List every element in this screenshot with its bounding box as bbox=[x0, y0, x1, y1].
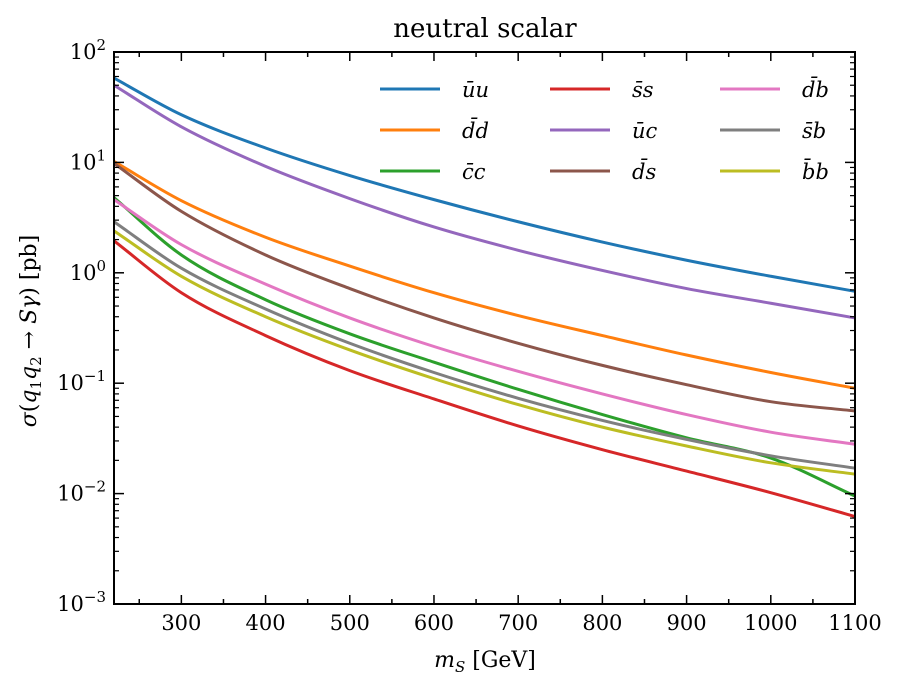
series-line-4 bbox=[113, 239, 856, 518]
legend-label-4: s̄s bbox=[632, 78, 654, 102]
series-line-1 bbox=[113, 76, 856, 293]
x-tick-label: 400 bbox=[246, 611, 286, 635]
x-tick-label: 800 bbox=[582, 611, 622, 635]
legend-label-9: b̄b bbox=[802, 158, 829, 184]
legend-label-8: s̄b bbox=[802, 119, 826, 143]
y-tick-label: 10−2 bbox=[57, 478, 106, 506]
y-tick-label: 101 bbox=[70, 146, 106, 174]
plot-area bbox=[114, 52, 855, 604]
y-tick-label: 10−1 bbox=[57, 367, 106, 395]
x-tick-label: 1100 bbox=[828, 611, 881, 635]
series-line-7 bbox=[113, 198, 856, 446]
x-tick-label: 600 bbox=[414, 611, 454, 635]
series-line-5 bbox=[113, 83, 856, 320]
x-tick-label: 500 bbox=[330, 611, 370, 635]
y-tick-label: 10−3 bbox=[57, 588, 106, 616]
x-tick-label: 700 bbox=[498, 611, 538, 635]
y-axis-title: σ(q1q2 → Sγ) [pb] bbox=[17, 235, 45, 427]
plot-frame bbox=[113, 51, 856, 605]
legend-label-2: d̄d bbox=[462, 117, 489, 143]
series-line-2 bbox=[113, 160, 856, 390]
series-layer bbox=[113, 76, 856, 518]
chart-title: neutral scalar bbox=[393, 14, 577, 44]
y-tick-label: 100 bbox=[70, 257, 106, 285]
series-line-9 bbox=[113, 229, 856, 476]
series-line-6 bbox=[113, 162, 856, 413]
series-line-8 bbox=[113, 220, 856, 470]
axes-layer: 300 400 500 600 700 800 900 1000 1100 10−3 10−2 10−… bbox=[57, 36, 882, 635]
legend-label-6: d̄s bbox=[632, 158, 656, 184]
x-tick-label: 300 bbox=[161, 611, 201, 635]
x-axis-title: mS [GeV] bbox=[434, 648, 536, 676]
legend-label-7: d̄b bbox=[802, 76, 829, 102]
legend-label-5: ūc bbox=[632, 119, 658, 143]
legend-label-3: c̄c bbox=[462, 160, 486, 184]
legend-label-1: ūu bbox=[462, 78, 489, 102]
plot-background bbox=[114, 52, 855, 604]
x-tick-label: 900 bbox=[667, 611, 707, 635]
legend: ūu d̄d c̄c s̄s ūc d̄s d̄b s̄b b̄b bbox=[380, 76, 829, 184]
x-tick-label: 1000 bbox=[744, 611, 797, 635]
y-tick-label: 102 bbox=[70, 36, 106, 64]
